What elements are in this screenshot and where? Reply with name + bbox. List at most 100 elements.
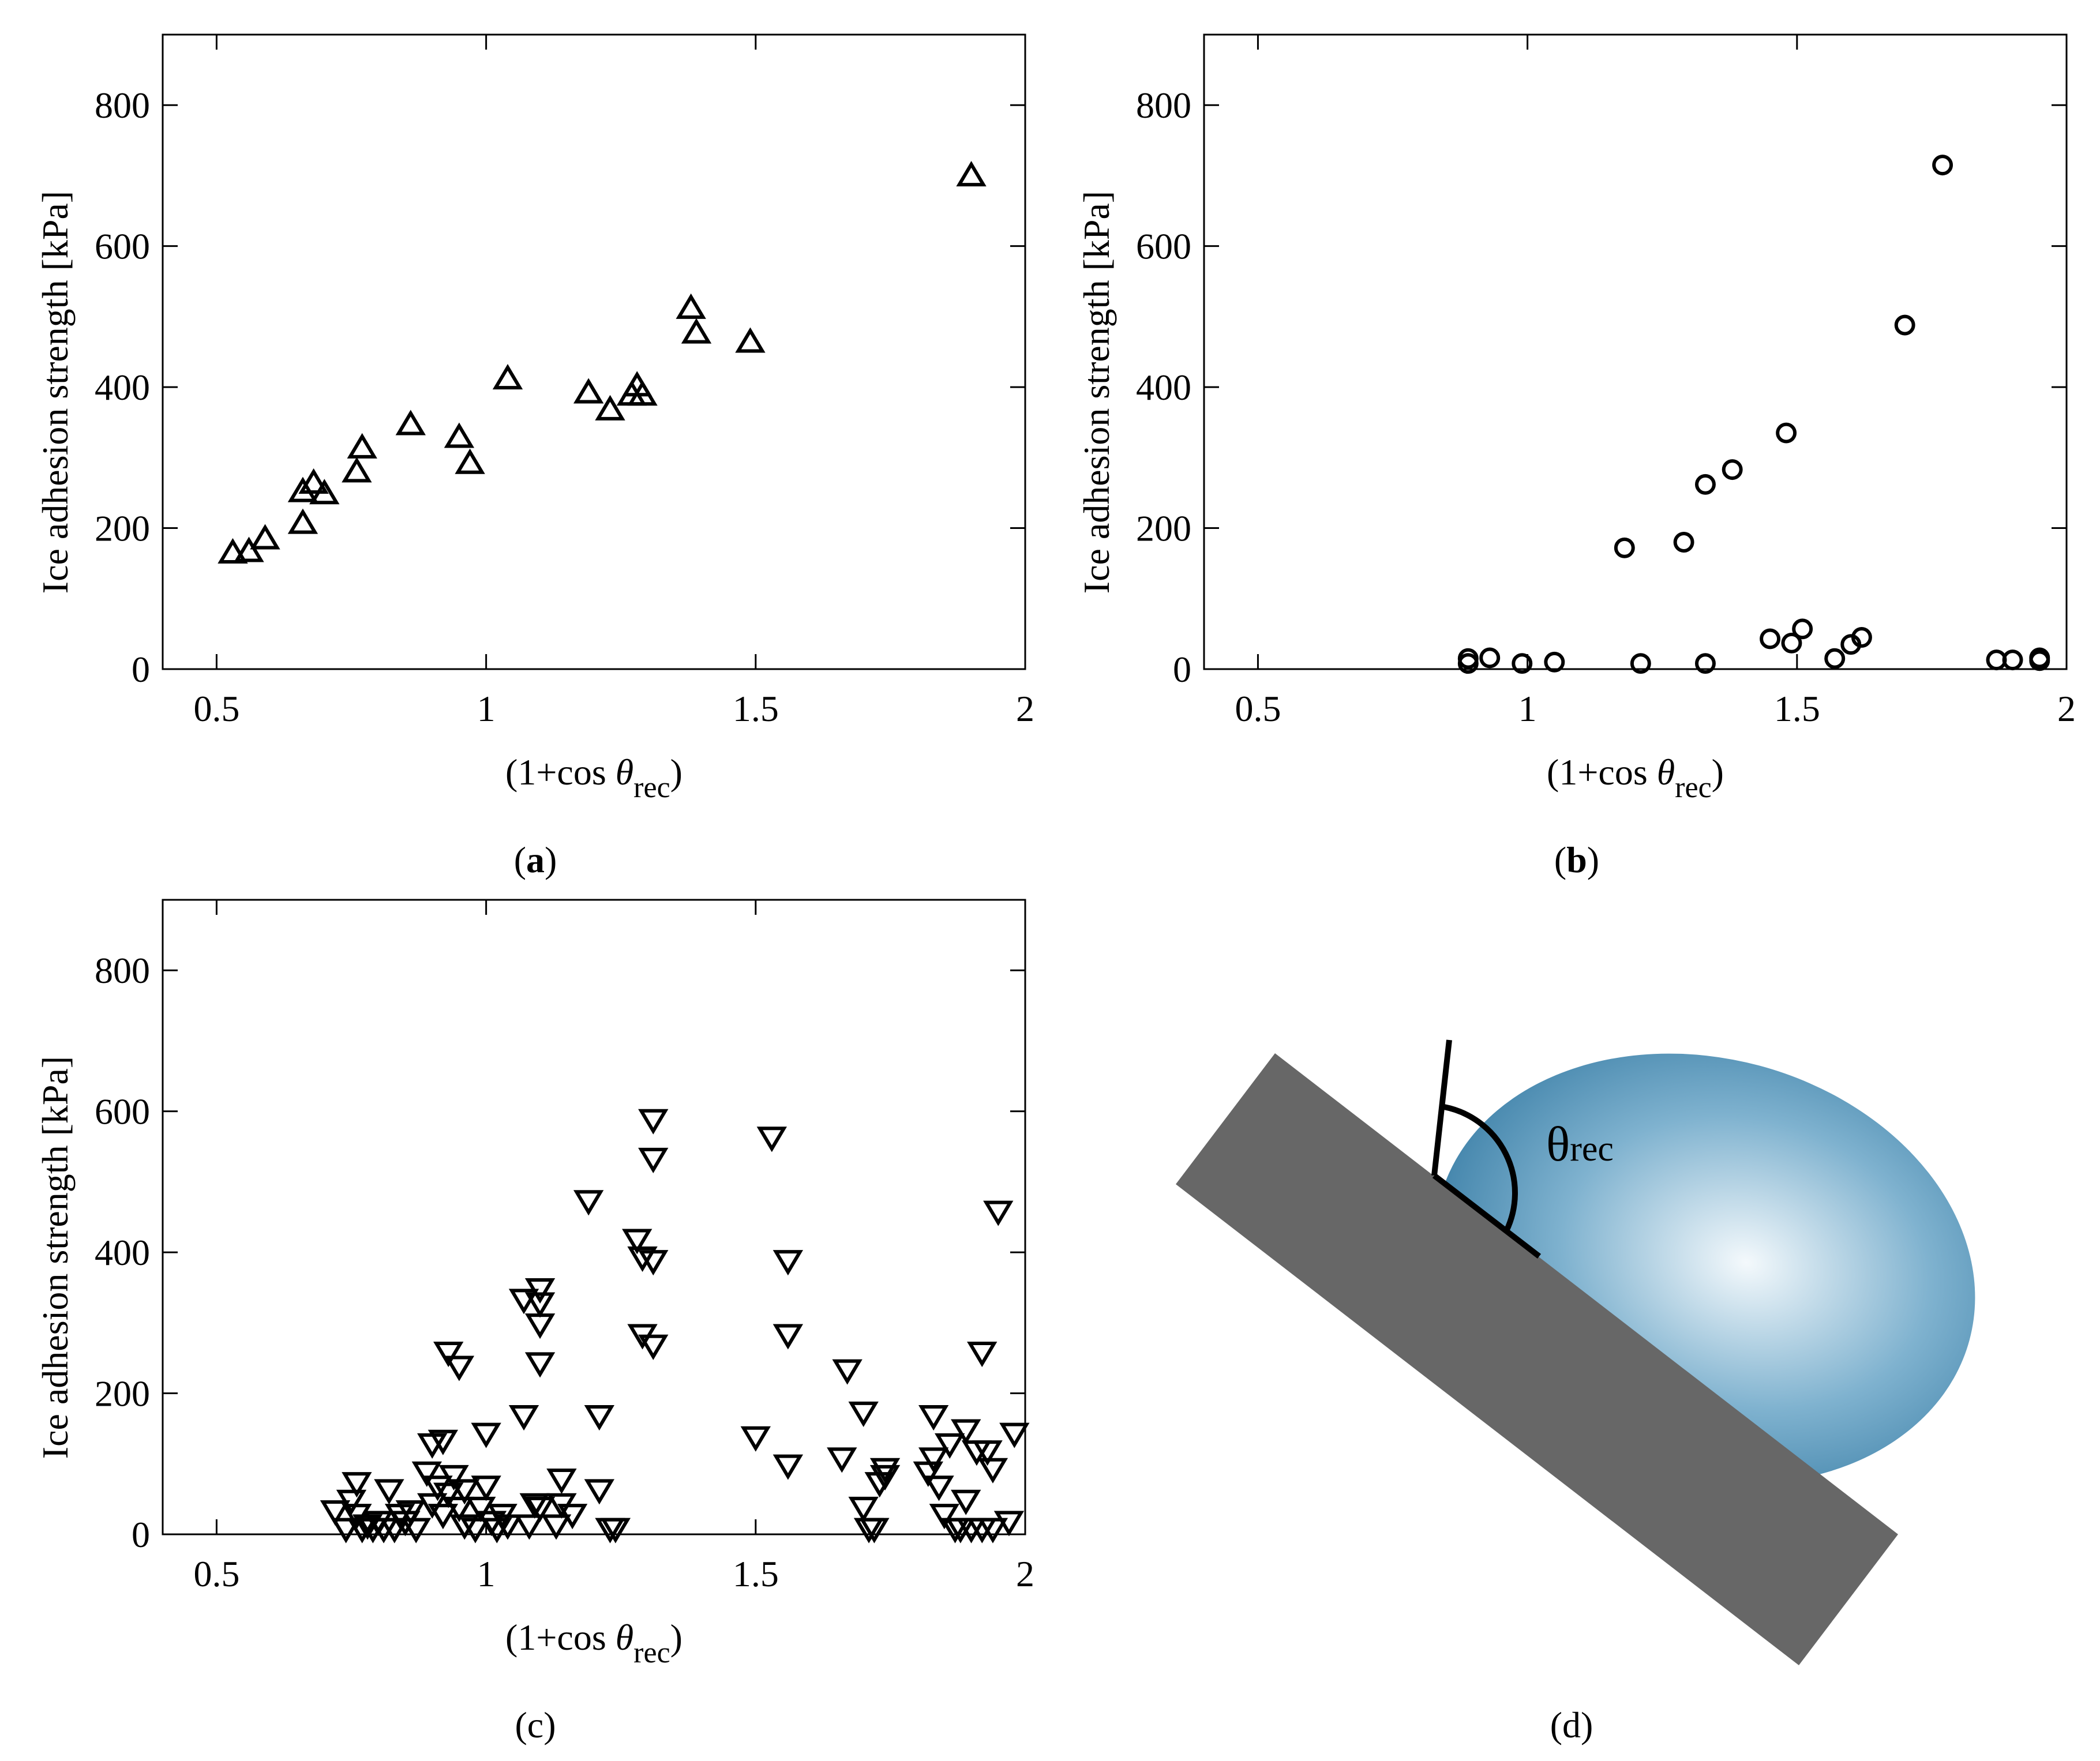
data-point [859,1518,890,1544]
x-tick-label: 1 [477,688,496,729]
data-point [1824,648,1846,669]
axis-ticks: 0.5 1 1.5 2 0 200 400 600 800 [95,35,1034,729]
data-point [342,457,372,483]
data-point [756,1127,787,1152]
data-point [1479,647,1501,669]
x-tick-label: 2 [1016,1553,1034,1594]
data-point [772,1324,804,1350]
x-tick-label: 1.5 [733,1553,779,1594]
data-point [466,1496,496,1522]
data-point [449,1514,480,1540]
plot-frame [1203,33,2068,670]
data-point [1792,618,1813,640]
panel-c: 0.5 1 1.5 2 0 200 400 600 800 Ice adhesion stren… [35,899,1034,1745]
data-point [336,1489,367,1515]
data-point [1457,648,1479,669]
data-point [234,536,264,562]
x-tick-label: 1.5 [733,688,779,729]
data-points [1457,155,2050,674]
data-point [977,1518,1008,1544]
contact-tangent-line [1431,1039,1452,1176]
data-point [557,1504,588,1530]
data-point [951,1489,981,1515]
data-point [869,1465,901,1490]
data-point [444,1496,475,1522]
data-point [411,1461,442,1487]
data-point [438,1465,469,1490]
data-point [320,1500,351,1526]
substrate-surface-line [1432,1173,1542,1259]
data-point [869,1458,901,1484]
data-point [584,1405,615,1431]
data-point [735,327,766,353]
data-point [1760,628,1781,649]
data-point [342,1472,372,1498]
data-point [999,1422,1030,1448]
data-point [918,1447,949,1473]
data-point [967,1342,997,1368]
y-axis-label: Ice adhesion strength [kPa] [35,191,76,594]
data-point [455,448,485,474]
data-point [1512,653,1533,674]
data-point [1544,651,1565,673]
data-point [433,1342,464,1368]
contact-angle-arc [1443,1104,1518,1233]
x-axis-label: (1+cos θrec) [505,1617,682,1669]
panel-caption: (a) [514,839,557,880]
data-point [524,1496,556,1522]
panel-d-diagram: θrec (d) [1176,1039,1975,1745]
data-point [638,1109,669,1135]
data-point [427,1504,459,1530]
data-point [1932,155,1953,176]
data-point [449,1479,480,1505]
data-point [309,479,340,505]
y-tick-label: 200 [95,1373,150,1414]
data-point [827,1447,857,1473]
data-point [1781,632,1802,654]
data-point [1695,474,1716,495]
data-point [1630,653,1651,674]
data-point [638,1334,669,1360]
data-point [573,378,604,404]
data-point [395,410,426,435]
y-tick-label: 200 [1136,508,1191,549]
data-point [400,1518,432,1544]
y-tick-label: 600 [1136,226,1191,267]
x-tick-label: 1 [1518,688,1537,729]
panel-a: 0.5 1 1.5 2 0 200 400 600 800 Ice adhesion stren… [35,33,1034,880]
data-point [250,524,280,550]
y-tick-label: 400 [1136,367,1191,408]
data-point [524,1292,556,1318]
x-tick-label: 2 [1016,688,1034,729]
data-point [217,538,248,564]
data-point [444,422,475,448]
x-tick-label: 2 [2057,688,2076,729]
data-point [2029,650,2050,671]
y-tick-label: 800 [95,85,150,126]
data-point [508,1289,539,1315]
data-point [519,1493,550,1519]
data-point [524,1278,556,1304]
data-point [584,1479,615,1505]
data-point [935,1433,965,1459]
data-point [1894,314,1915,336]
x-tick-label: 1.5 [1774,688,1820,729]
data-point [772,1454,804,1480]
x-axis-label: (1+cos θrec) [1547,752,1724,804]
data-point [427,1429,459,1455]
data-point [287,508,318,534]
y-tick-label: 0 [1173,649,1191,690]
data-point [298,468,329,494]
data-point [422,1475,453,1501]
data-point [638,1147,669,1173]
data-point [347,433,377,459]
data-point [924,1475,954,1501]
data-point [524,1352,556,1378]
axis-ticks: 0.5 1 1.5 2 0 200 400 600 800 [1136,35,2076,729]
x-tick-label: 0.5 [1235,688,1281,729]
data-point [832,1359,862,1385]
y-tick-label: 800 [95,950,150,991]
data-point [1851,627,1872,648]
data-point [573,1190,604,1216]
